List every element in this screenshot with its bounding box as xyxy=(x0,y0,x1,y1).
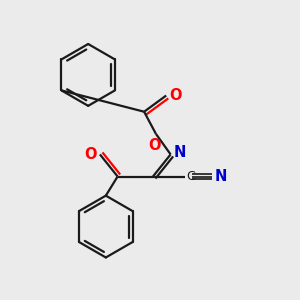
Text: C: C xyxy=(187,170,195,183)
Text: O: O xyxy=(148,138,161,153)
Text: O: O xyxy=(169,88,182,103)
Text: O: O xyxy=(84,147,96,162)
Text: N: N xyxy=(174,146,186,160)
Text: N: N xyxy=(214,169,226,184)
